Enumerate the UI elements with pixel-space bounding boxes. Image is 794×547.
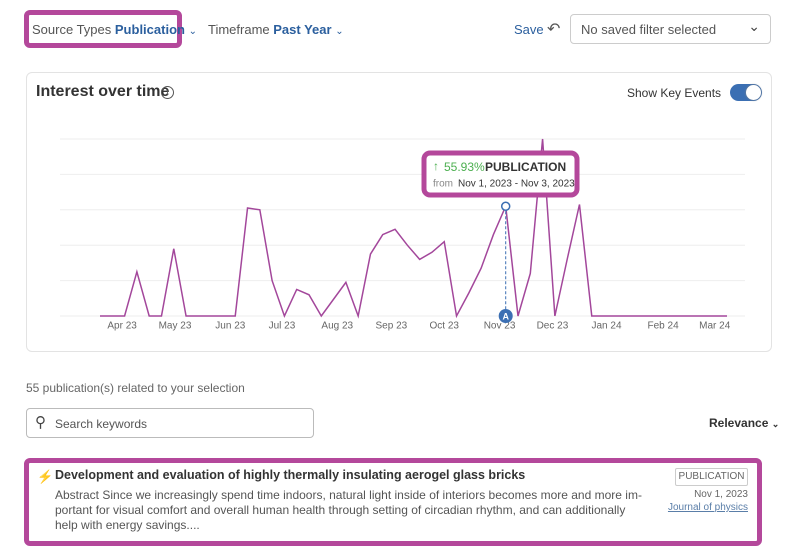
line: [100, 138, 727, 319]
toggle-label: Show Key Events: [627, 86, 722, 100]
sort-label: Relevance: [709, 416, 769, 430]
chart-title: Interest over time: [36, 83, 170, 100]
key-events-toggle[interactable]: [730, 84, 762, 101]
tooltip-range: Nov 1, 2023 - Nov 3, 2023: [458, 179, 575, 190]
info-icon[interactable]: i: [161, 86, 174, 99]
tooltip-from: from: [433, 179, 453, 190]
badge: PUBLICATION: [675, 468, 748, 486]
tooltip-highlight: [421, 150, 580, 198]
sort-dropdown[interactable]: Relevance ⌄: [709, 416, 780, 430]
x-tick-label: Feb 24: [648, 321, 680, 332]
search-placeholder: Search keywords: [55, 417, 148, 431]
result-count: 55 publication(s) related to your select…: [26, 381, 245, 395]
source-label: Source Types: [32, 22, 112, 37]
key-event-label: A: [502, 311, 509, 321]
saved-filter-dropdown[interactable]: No saved filter selected ⌄: [570, 14, 771, 44]
chart-card: [26, 72, 772, 352]
key-event-marker: [498, 309, 513, 323]
x-tick-label: Apr 23: [107, 321, 137, 332]
abstract-line: Abstract Since we increasingly spend tim…: [55, 488, 642, 502]
highlight: [24, 10, 182, 48]
journal-link[interactable]: Journal of physics: [667, 502, 748, 513]
x-tick-label: Aug 23: [321, 321, 353, 332]
saved-filter-text: No saved filter selected: [581, 22, 717, 37]
x-tick-label: Dec 23: [537, 321, 569, 332]
tooltip-label: PUBLICATION: [485, 160, 566, 174]
abstract-line: help with energy savings....: [55, 518, 200, 532]
search-box[interactable]: ⚲ Search keywords: [26, 408, 314, 438]
timeframe-filter[interactable]: Timeframe Past Year ⌄: [208, 22, 344, 37]
result-title[interactable]: Development and evaluation of highly the…: [55, 468, 526, 482]
source-filter[interactable]: Source Types Publication ⌄: [32, 22, 197, 37]
save-button[interactable]: Save: [514, 22, 544, 37]
timeframe-label: Timeframe: [208, 22, 270, 37]
tooltip-change: 55.93%: [444, 160, 485, 174]
highlight: [24, 458, 762, 546]
source-value: Publication: [114, 22, 185, 37]
x-tick-label: Jan 24: [592, 321, 622, 332]
x-tick-label: Jun 23: [215, 321, 245, 332]
tooltip-arrow: ↑: [433, 159, 439, 173]
undo-icon[interactable]: ↶: [547, 21, 561, 38]
x-tick-label: May 23: [159, 321, 192, 332]
x-tick-label: Oct 23: [430, 321, 460, 332]
x-tick-label: Jul 23: [269, 321, 296, 332]
abstract-line: portant for visual comfort and overall h…: [55, 503, 626, 517]
result-date: Nov 1, 2023: [694, 489, 748, 500]
x-tick-label: Mar 24: [699, 321, 731, 332]
x-tick-label: Nov 23: [484, 321, 516, 332]
timeframe-value: Past Year: [273, 22, 332, 37]
lightning-icon: ⚡: [37, 469, 54, 484]
hover-point: [500, 201, 511, 212]
x-tick-label: Sep 23: [376, 321, 408, 332]
